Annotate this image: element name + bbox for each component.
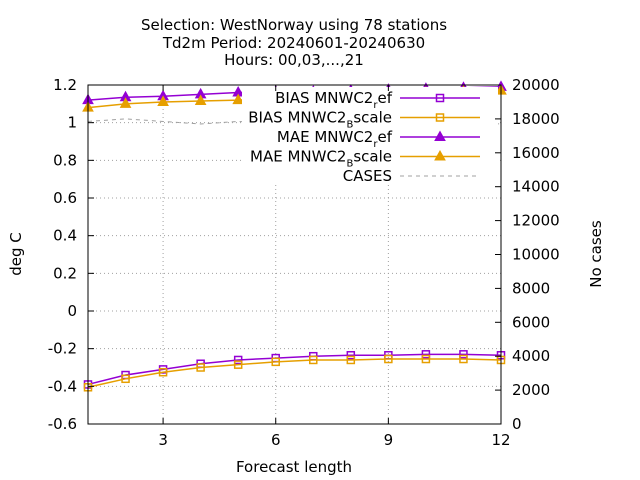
series-1-point-10 xyxy=(459,354,468,364)
legend-label-3: MAE MNWC2Bscale xyxy=(250,148,392,170)
x-tick-label-0: 3 xyxy=(158,431,168,449)
y-tick-label-8: 1 xyxy=(67,114,77,132)
legend-marker-3 xyxy=(434,149,446,161)
series-3-point-1 xyxy=(119,97,132,108)
series-line-0 xyxy=(87,353,502,386)
y-tick-label-4: 0.2 xyxy=(53,264,77,282)
y-tick-label-3: 0 xyxy=(67,302,77,320)
y-axis-label: deg C xyxy=(7,232,25,276)
series-0 xyxy=(83,350,506,389)
series-1-point-3 xyxy=(196,363,205,372)
x-axis-label: Forecast length xyxy=(236,458,352,476)
y-tick-label-1: -0.4 xyxy=(48,377,77,395)
y2-tick-label-0: 0 xyxy=(512,415,522,433)
series-1-point-5 xyxy=(271,357,280,367)
x-tick-label-2: 9 xyxy=(384,431,394,449)
series-0-point-4 xyxy=(233,355,243,365)
series-0-point-10 xyxy=(459,350,468,359)
y-tick-label-0: -0.6 xyxy=(48,415,77,433)
y2-tick-label-2: 4000 xyxy=(512,347,550,365)
series-0-point-9 xyxy=(421,350,431,359)
y2-tick-label-3: 6000 xyxy=(512,313,550,331)
x-tick-label-3: 12 xyxy=(491,431,510,449)
y-tick-label-6: 0.6 xyxy=(53,189,77,207)
y2-tick-label-5: 10000 xyxy=(512,246,560,264)
y2-tick-label-7: 14000 xyxy=(512,178,560,196)
series-1-point-7 xyxy=(346,355,356,365)
legend-label-2: MAE MNWC2ref xyxy=(277,128,393,150)
legend-marker-2 xyxy=(434,130,446,141)
y-tick-label-9: 1.2 xyxy=(53,76,77,94)
y2-axis-label: No cases xyxy=(587,220,605,288)
title-line-1: Selection: WestNorway using 78 stations xyxy=(141,16,447,34)
y-tick-label-2: -0.2 xyxy=(48,340,77,358)
series-1-point-2 xyxy=(158,367,168,377)
y-tick-label-5: 0.4 xyxy=(53,227,77,245)
title-line-2: Td2m Period: 20240601-20240630 xyxy=(162,34,425,52)
axes: 3 6 9 12 -0.6 -0.4 -0.2 0 0.2 0.4 0.6 0.8 1 1.2 0 2000 4… xyxy=(48,76,560,449)
y2-tick-label-10: 20000 xyxy=(512,76,560,94)
y2-tick-label-9: 18000 xyxy=(512,110,560,128)
series-3-point-2 xyxy=(157,95,169,106)
series-3-point-4 xyxy=(232,93,245,105)
title-line-3: Hours: 00,03,...,21 xyxy=(224,51,364,69)
legend-label-1: BIAS MNWC2Bscale xyxy=(248,109,392,131)
series-1-point-4 xyxy=(233,360,243,369)
series-0-point-7 xyxy=(346,351,356,360)
series-1-point-1 xyxy=(121,374,130,384)
chart-title: Selection: WestNorway using 78 stations … xyxy=(141,16,447,69)
legend-background xyxy=(242,87,498,182)
series-1 xyxy=(83,354,506,392)
x-tick-label-1: 6 xyxy=(271,431,281,449)
legend-marker-0 xyxy=(435,93,445,103)
y2-tick-label-4: 8000 xyxy=(512,279,550,297)
y2-tick-label-6: 12000 xyxy=(512,212,560,230)
series-3-point-3 xyxy=(194,94,207,106)
legend-marker-1 xyxy=(435,113,445,122)
legend-label-4: CASES xyxy=(343,167,392,185)
y2-tick-label-8: 16000 xyxy=(512,144,560,162)
series-1-point-6 xyxy=(309,355,318,365)
series-1-point-9 xyxy=(421,354,431,364)
series-line-1 xyxy=(87,358,502,389)
legend-label-0: BIAS MNWC2ref xyxy=(275,89,393,111)
series-1-point-8 xyxy=(384,354,393,364)
y-tick-label-7: 0.8 xyxy=(53,151,77,169)
y2-tick-label-1: 2000 xyxy=(512,381,550,399)
